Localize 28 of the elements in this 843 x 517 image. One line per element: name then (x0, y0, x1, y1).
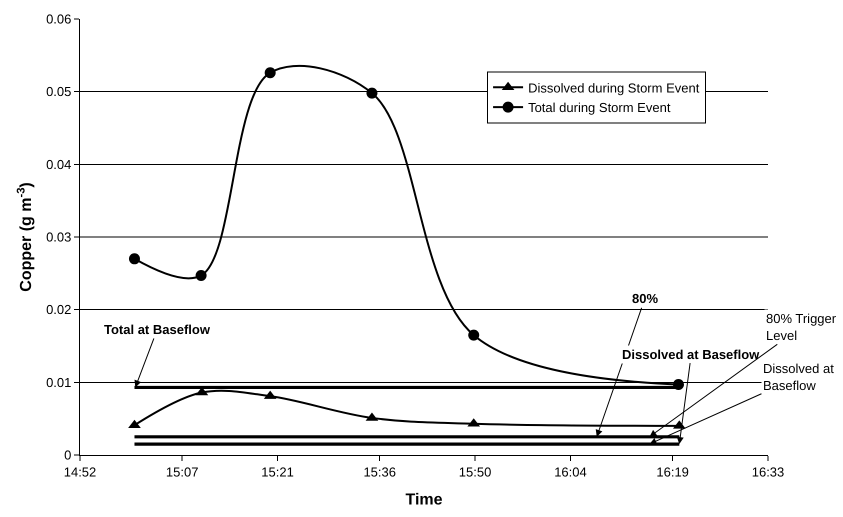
x-tick-label: 15:07 (166, 464, 198, 480)
point (264, 67, 276, 78)
x-tick-label: 15:21 (261, 464, 294, 480)
y-tick-label: 0.03 (46, 230, 72, 245)
annotation: Dissolved at Baseflow (622, 347, 760, 362)
annotation: 80% (632, 291, 658, 306)
point (196, 270, 207, 282)
y-tick-label: 0.05 (46, 84, 72, 100)
annotation: 80% Trigger Level (766, 311, 837, 343)
annotation: Total at Baseflow (104, 322, 211, 337)
y-tick-label: 0.01 (46, 374, 72, 390)
y-tick-label: 0.04 (46, 156, 72, 172)
x-tick-label: 15:36 (363, 464, 396, 480)
point (128, 253, 140, 264)
x-axis-title: Time (405, 491, 443, 508)
point (366, 88, 378, 99)
legend-label: Dissolved during Storm Event (528, 80, 700, 96)
legend-label: Total during Storm Event (528, 100, 671, 116)
point (468, 330, 480, 341)
y-tick-label: 0.06 (46, 12, 72, 27)
x-tick-label: 15:50 (458, 464, 492, 480)
x-tick-label: 16:04 (554, 464, 587, 480)
x-tick-label: 16:33 (752, 464, 784, 480)
x-tick-label: 14:52 (64, 464, 96, 480)
x-tick-label: 16:19 (656, 464, 689, 480)
y-tick-label: 0.02 (46, 302, 72, 318)
annotation: Dissolved at Baseflow (763, 361, 834, 393)
y-tick-label: 0 (64, 448, 72, 463)
